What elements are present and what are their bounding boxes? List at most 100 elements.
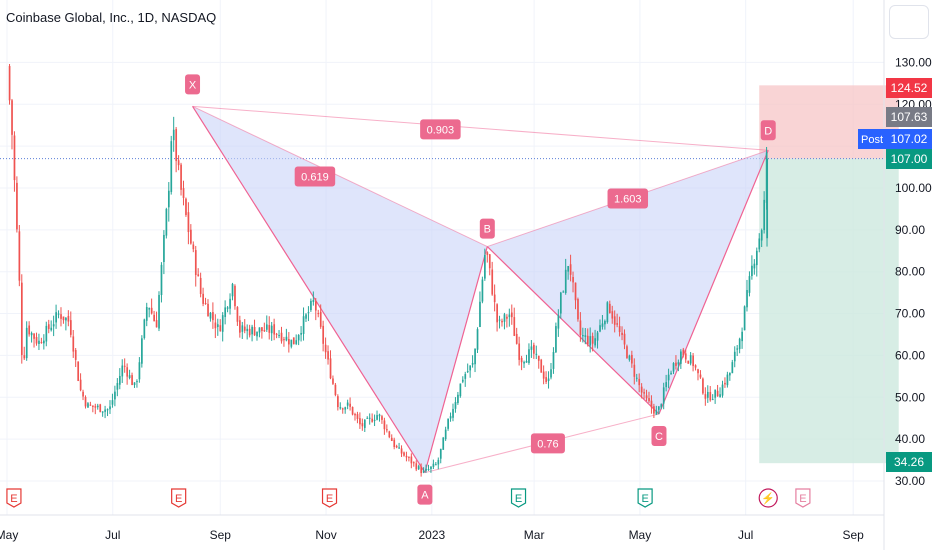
candle-body [368,417,371,419]
candle [160,262,163,303]
candle-body [719,394,721,398]
candle-body [457,394,459,403]
candle [145,302,148,327]
earnings-icon[interactable]: E [321,488,338,508]
candle-body [101,411,104,413]
candle-body [60,314,62,319]
post-market-tag: Post [861,134,883,146]
candle [133,382,136,388]
candle [258,327,261,338]
candle-body [170,141,173,192]
candle [94,403,97,415]
candle [417,464,420,470]
candle [332,375,334,386]
earnings-icon[interactable]: E [6,488,22,508]
price-label-text: 107.63 [891,110,928,124]
price-scale[interactable]: 30.00 40.00 50.00 60.00 70.00 80.00 90.00 100.0… [858,0,932,550]
candle-body [216,324,219,327]
candle [726,371,729,388]
candle-body [69,320,72,335]
candle-body [150,307,153,314]
candle-body [275,333,278,335]
candle-body [322,325,325,344]
candle-body [106,409,109,411]
candle-body [503,314,506,322]
candle [28,321,31,337]
x-tick-label: Sep [210,528,232,542]
candle-body [356,414,359,419]
candle [714,389,717,404]
price-label-text: 107.00 [891,152,928,166]
y-tick-label: 50.00 [895,390,925,404]
candle-body [82,391,84,397]
candle-body [344,407,347,410]
candle-body [672,363,675,372]
candle-body [43,340,45,344]
candle [319,304,322,329]
event-markers: E E E E E ⚡ E [6,488,811,508]
candle-body [533,344,535,354]
candle [697,368,699,381]
candle-body [748,276,751,293]
candle-body [682,349,685,356]
candle [241,321,244,339]
x-tick-label: Nov [315,528,336,542]
candle [104,405,106,419]
earnings-badge [171,488,187,508]
event-flash-icon[interactable]: ⚡ [758,488,778,508]
candle [11,98,13,150]
candle-body [25,327,28,359]
candle-body [67,316,70,322]
candle [555,322,557,354]
candle-body [454,402,457,409]
candle [106,408,109,417]
x-axis: May Jul Sep Nov 2023 Mar May Jul Sep [0,514,884,542]
candle-body [741,331,743,342]
candle-body [180,164,182,190]
candle-body [564,269,567,294]
candle-body [555,326,557,353]
event-circle [758,488,778,508]
candle-body [386,429,388,431]
earnings-icon[interactable]: E [637,488,653,508]
candle-body [496,304,498,323]
candle [150,298,153,315]
candle-body [72,336,75,352]
candle-body [361,423,364,427]
chart-title: Coinbase Global, Inc., 1D, NASDAQ [6,10,217,25]
candle [464,371,467,387]
candle-body [246,328,249,332]
candle [158,291,160,332]
candle-body [572,276,574,283]
candle [760,228,763,248]
earnings-icon[interactable]: E [510,488,527,508]
earnings-icon[interactable]: E [795,488,811,508]
candle [755,247,758,277]
candle-body [689,355,692,364]
candle-body [126,367,129,377]
candle [542,365,545,385]
candle [660,403,663,410]
candle-body [295,340,298,344]
candle [118,368,121,390]
candle [13,131,16,192]
symbol-logo[interactable] [889,5,929,39]
earnings-glyph: E [799,493,806,505]
candle-body [667,374,670,381]
candle [496,303,498,332]
candle [165,207,168,239]
earnings-icon[interactable]: E [171,488,187,508]
candle [493,284,496,312]
candle-body [716,390,719,397]
candle-body [427,469,430,471]
candle [344,406,347,414]
candle-body [589,336,592,346]
candle-body [229,298,231,309]
candle-body [506,316,508,319]
candle-body [35,337,38,344]
candle-body [751,265,753,277]
candle-body [187,212,190,233]
pattern-point-x: X [185,74,201,95]
